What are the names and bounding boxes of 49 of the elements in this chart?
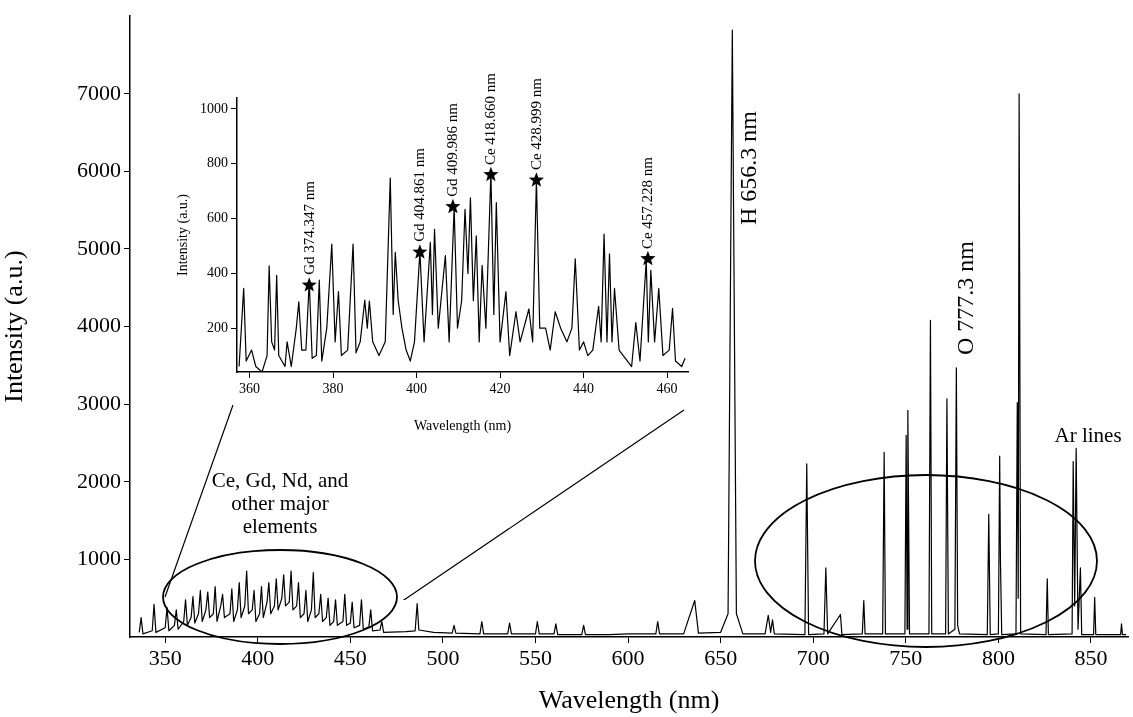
y-tick-label: 6000 <box>77 157 121 183</box>
x-tick-label: 420 <box>489 381 511 397</box>
annotation: Ce, Gd, Nd, and other major elements <box>210 468 350 539</box>
y-axis-title: Intensity (a.u.) <box>0 250 29 403</box>
x-tick-label: 400 <box>241 644 275 670</box>
y-axis-title: Intensity (a.u.) <box>175 193 192 277</box>
x-tick-label: 750 <box>889 644 923 670</box>
y-tick-label: 200 <box>207 319 228 335</box>
x-tick-label: 800 <box>981 644 1015 670</box>
annotation: Ce 428.999 nm <box>527 78 545 171</box>
x-axis-title: Wavelength (nm) <box>413 418 512 435</box>
x-tick-label: 500 <box>426 644 460 670</box>
point <box>528 172 545 187</box>
x-tick-label: 650 <box>704 644 738 670</box>
annotation: Ce 418.660 nm <box>482 72 499 165</box>
x-tick-label: 460 <box>656 381 678 397</box>
x-tick-label: 450 <box>333 644 367 670</box>
point <box>445 198 461 214</box>
annotation: Ce 457.228 nm <box>639 156 656 249</box>
y-tick-label: 1000 <box>77 545 121 571</box>
y-tick-label: 400 <box>207 265 228 281</box>
x-tick-label: 380 <box>322 381 344 397</box>
x-tick-label: 850 <box>1074 644 1108 670</box>
annotation: Gd 404.861 nm <box>411 148 428 242</box>
x-tick-label: 700 <box>796 644 830 670</box>
x-tick-label: 350 <box>148 644 182 670</box>
x-tick-label: 440 <box>573 381 595 397</box>
point <box>483 166 499 182</box>
x-tick-label: 360 <box>239 381 261 397</box>
y-tick-label: 800 <box>207 155 228 171</box>
y-tick-label: 1000 <box>200 100 228 116</box>
y-tick-label: 600 <box>207 210 228 226</box>
point <box>412 244 428 259</box>
point <box>301 277 317 292</box>
annotation: H 656.3 nm <box>735 111 762 225</box>
x-axis-title: Wavelength (nm) <box>538 685 720 715</box>
y-tick-label: 2000 <box>77 467 121 493</box>
x-tick-label: 400 <box>406 381 428 397</box>
annotation: O 777.3 nm <box>952 241 979 355</box>
y-tick-label: 4000 <box>77 312 121 338</box>
y-tick-label: 3000 <box>77 389 121 415</box>
annotation: Ar lines <box>1054 423 1122 448</box>
y-tick-label: 7000 <box>77 79 121 105</box>
annotation: Gd 374.347 nm <box>300 181 318 275</box>
point <box>640 250 656 266</box>
annotation: Gd 409.986 nm <box>444 102 461 197</box>
x-tick-label: 600 <box>611 644 645 670</box>
y-tick-label: 5000 <box>77 234 121 260</box>
x-tick-label: 550 <box>519 644 552 670</box>
